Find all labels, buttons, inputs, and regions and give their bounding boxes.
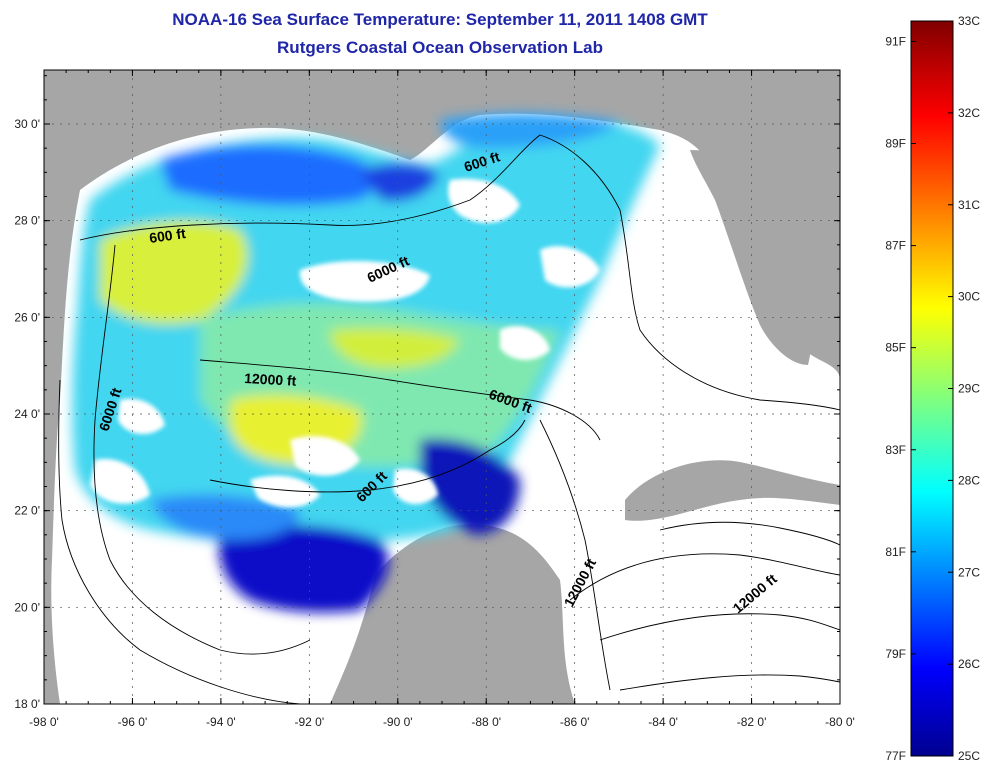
- contour-label: 600 ft: [148, 225, 187, 246]
- x-tick-label: -90 0': [383, 715, 413, 729]
- x-tick-label: -86 0': [560, 715, 590, 729]
- colorbar-label-c: 25C: [958, 749, 980, 763]
- y-tick-label: 28 0': [14, 214, 40, 228]
- colorbar-label-c: 32C: [958, 106, 980, 120]
- x-tick-label: -92 0': [295, 715, 325, 729]
- y-tick-label: 30 0': [14, 117, 40, 131]
- map-subtitle: Rutgers Coastal Ocean Observation Lab: [277, 38, 603, 57]
- graticule: [44, 70, 840, 704]
- colorbar-label-c: 28C: [958, 473, 980, 487]
- colorbar-label-f: 81F: [885, 545, 906, 559]
- yucatan-land: [330, 524, 575, 704]
- contour-label: 12000 ft: [244, 370, 297, 389]
- map-body: [44, 70, 840, 704]
- y-tick-label: 24 0': [14, 407, 40, 421]
- x-tick-label: -94 0': [206, 715, 236, 729]
- x-tick-label: -96 0': [118, 715, 148, 729]
- colorbar-label-c: 26C: [958, 657, 980, 671]
- colorbar-label-f: 91F: [885, 34, 906, 48]
- colorbar-gradient: [910, 20, 954, 757]
- colorbar-label-c: 29C: [958, 382, 980, 396]
- colorbar-label-f: 85F: [885, 341, 906, 355]
- x-tick-label: -88 0': [471, 715, 501, 729]
- x-tick-label: -98 0': [29, 715, 59, 729]
- y-tick-label: 18 0': [14, 697, 40, 711]
- map-title: NOAA-16 Sea Surface Temperature: Septemb…: [172, 10, 708, 29]
- y-tick-label: 20 0': [14, 600, 40, 614]
- colorbar-label-f: 79F: [885, 647, 906, 661]
- colorbar-label-c: 31C: [958, 198, 980, 212]
- bathymetry-contours: [58, 134, 840, 704]
- sst-data: [72, 113, 660, 613]
- florida-land: [690, 150, 814, 365]
- cloud-patches: [90, 178, 600, 508]
- x-tick-label: -84 0': [648, 715, 678, 729]
- colorbar-label-f: 83F: [885, 443, 906, 457]
- x-tick-label: -82 0': [737, 715, 767, 729]
- y-tick-label: 22 0': [14, 504, 40, 518]
- colorbar-label-c: 30C: [958, 290, 980, 304]
- y-tick-label: 26 0': [14, 310, 40, 324]
- colorbar-label-c: 27C: [958, 565, 980, 579]
- colorbar-label-c: 33C: [958, 14, 980, 28]
- colorbar-label-f: 77F: [885, 749, 906, 763]
- cuba-land: [625, 460, 840, 521]
- colorbar-label-f: 87F: [885, 239, 906, 253]
- colorbar: 33C 32C 31C 30C 29C 28C 27C 26C 25C 91F 89F 87F 85F 8…: [885, 14, 980, 763]
- colorbar-label-f: 89F: [885, 137, 906, 151]
- x-axis: -98 0' -96 0' -94 0' -92 0' -90 0' -88 0' -86 …: [29, 70, 855, 729]
- x-tick-label: -80 0': [825, 715, 855, 729]
- y-axis: 30 0' 28 0' 26 0' 24 0' 22 0' 20 0' 18 0': [14, 75, 840, 711]
